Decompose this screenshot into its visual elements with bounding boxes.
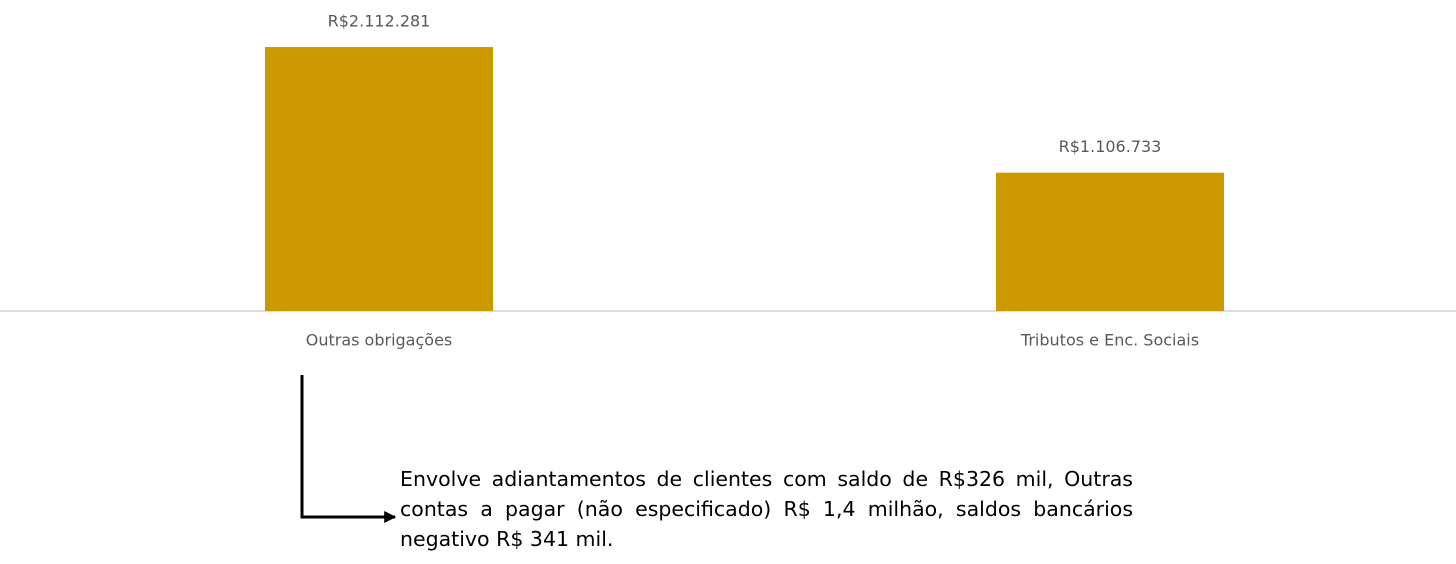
x-tick-label: Outras obrigações: [306, 331, 453, 350]
value-label: R$2.112.281: [328, 12, 431, 31]
x-tick-label: Tributos e Enc. Sociais: [1020, 331, 1199, 350]
connector-arrow: [300, 375, 397, 523]
value-label: R$1.106.733: [1059, 137, 1162, 156]
annotation: Envolve adiantamentos de clientes com sa…: [400, 467, 1133, 551]
bar: [265, 47, 493, 311]
bar: [996, 172, 1224, 311]
